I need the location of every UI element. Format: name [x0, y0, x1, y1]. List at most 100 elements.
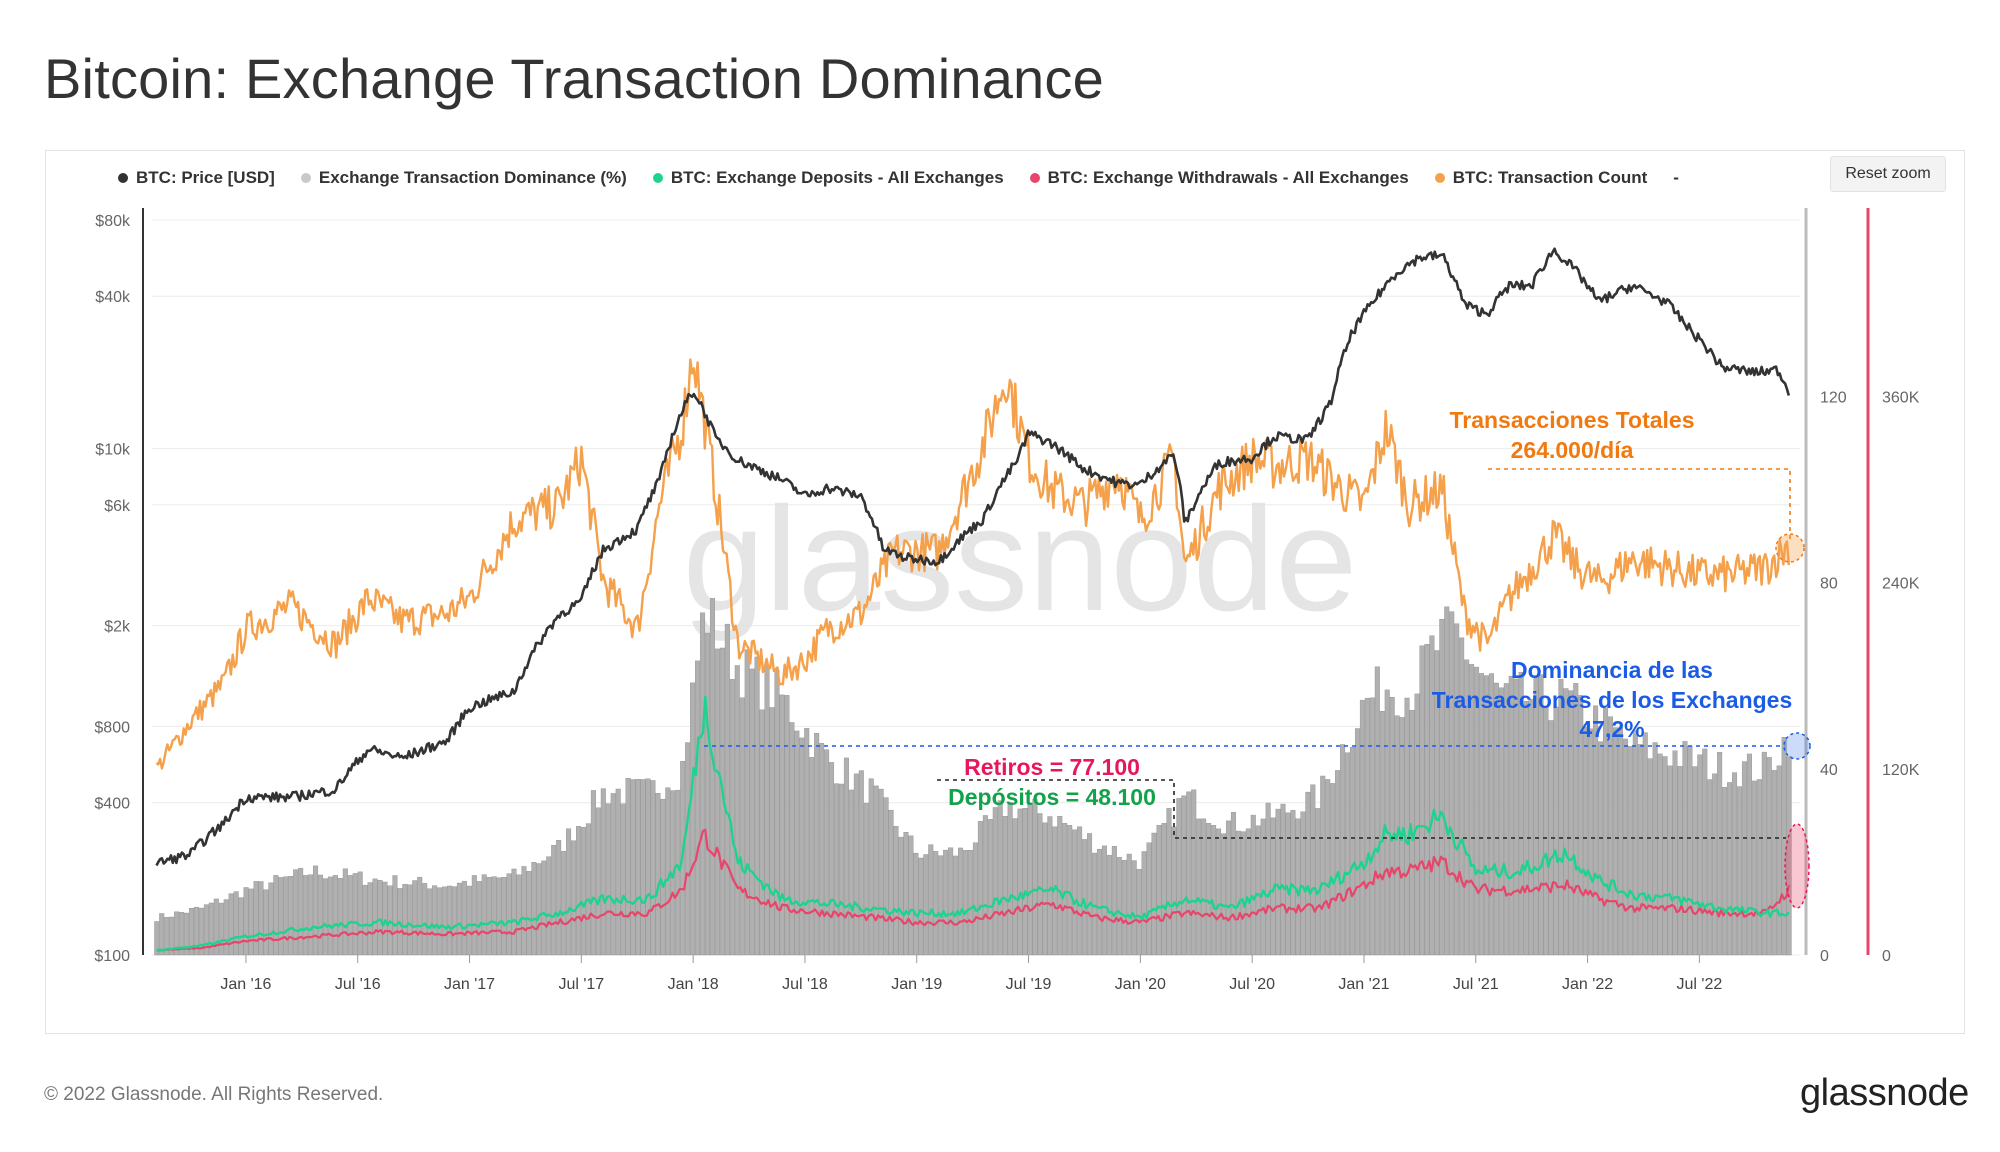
dominance-bar — [1508, 675, 1514, 956]
dominance-bar — [709, 597, 715, 956]
dominance-bar — [1325, 779, 1331, 956]
deposits-line — [156, 695, 1790, 952]
dominance-bar — [933, 851, 939, 956]
dominance-bar — [1707, 779, 1713, 956]
dominance-bar — [392, 875, 398, 956]
dominance-bar — [293, 869, 299, 956]
dominance-bar — [873, 785, 879, 956]
dominance-bar — [471, 875, 477, 956]
dominance-bar — [997, 800, 1003, 956]
dominance-bar — [1235, 830, 1241, 956]
legend-item-dominance[interactable]: Exchange Transaction Dominance (%) — [300, 168, 627, 188]
dominance-bar — [1617, 727, 1623, 956]
dominance-bar — [313, 865, 319, 956]
legend-dot-icon — [652, 173, 663, 183]
x-tick-label: Jul '21 — [1453, 976, 1499, 993]
legend-item-tx-count[interactable]: BTC: Transaction Count — [1434, 168, 1647, 188]
legend-label: BTC: Exchange Withdrawals - All Exchange… — [1047, 168, 1409, 187]
dominance-bar — [1116, 857, 1122, 956]
dominance-bar — [1608, 716, 1614, 956]
dominance-bar — [417, 876, 423, 956]
dominance-bar — [1652, 742, 1658, 956]
dominance-bar — [789, 722, 795, 956]
dominance-bar — [898, 836, 904, 956]
dominance-bar — [1697, 754, 1703, 956]
legend-item-deposits[interactable]: BTC: Exchange Deposits - All Exchanges — [652, 168, 1004, 188]
dominance-bar — [610, 793, 616, 956]
dominance-bar — [367, 882, 373, 956]
dominance-bar — [164, 917, 170, 956]
x-tick-label: Jul '20 — [1229, 976, 1275, 993]
dominance-bar — [169, 916, 175, 956]
legend-item-withdrawals[interactable]: BTC: Exchange Withdrawals - All Exchange… — [1029, 168, 1409, 188]
x-tick-label: Jan '16 — [220, 976, 271, 993]
dominance-bar — [620, 803, 626, 956]
dominance-bar — [967, 850, 973, 956]
legend-label: Exchange Transaction Dominance (%) — [318, 168, 627, 187]
legend-item-extra[interactable]: - — [1673, 168, 1679, 188]
dominance-bar — [283, 876, 289, 956]
x-tick-label: Jan '20 — [1115, 976, 1166, 993]
dominance-bar — [1598, 741, 1604, 956]
dominance-bar — [278, 877, 284, 956]
dominance-bar — [1434, 650, 1440, 956]
dominance-bar — [1042, 822, 1048, 956]
dominance-bar — [1727, 782, 1733, 956]
dominance-bar — [243, 887, 249, 956]
dominance-bar — [1354, 728, 1360, 956]
dominance-bar — [1087, 833, 1093, 956]
dominance-bar — [853, 773, 859, 956]
y-mid-tick-label: 40 — [1820, 762, 1838, 779]
reset-zoom-button[interactable]: Reset zoom — [1830, 156, 1946, 192]
dominance-bar — [1265, 802, 1271, 956]
dominance-bar — [159, 913, 165, 956]
dominance-bar — [407, 884, 413, 956]
dominance-bar — [1786, 756, 1792, 956]
dominance-bar — [888, 809, 894, 956]
dominance-bar — [208, 902, 214, 956]
dominance-bar — [1121, 860, 1127, 956]
dominance-bar — [1712, 773, 1718, 956]
dominance-bar — [1667, 765, 1673, 956]
dominance-bar — [1335, 770, 1341, 956]
dominance-bar — [1260, 818, 1266, 956]
dominance-bar — [913, 852, 919, 956]
dominance-bar — [189, 908, 195, 956]
dominance-bar — [908, 835, 914, 956]
dominance-bar — [1424, 644, 1430, 956]
dominance-bar — [501, 877, 507, 956]
dominance-bar — [992, 807, 998, 956]
dominance-bar — [437, 887, 443, 956]
dominance-bar — [481, 874, 487, 956]
dominance-bar — [1469, 664, 1475, 956]
dominance-bar — [1404, 697, 1410, 956]
dominance-bar — [590, 790, 596, 956]
dominance-bar — [1067, 825, 1073, 956]
dominance-bar — [1702, 748, 1708, 956]
dominance-bar — [764, 665, 770, 956]
dominance-bar — [650, 780, 656, 956]
dominance-bar — [1374, 666, 1380, 956]
dominance-bar — [402, 883, 408, 956]
dominance-bar — [1657, 753, 1663, 956]
y-mid-tick-label: 80 — [1820, 576, 1838, 593]
x-tick-label: Jul '22 — [1677, 976, 1723, 993]
dominance-bar — [1141, 851, 1147, 956]
dominance-bar — [1672, 750, 1678, 956]
dominance-bar — [1359, 699, 1365, 956]
dominance-bar — [605, 803, 611, 956]
dominance-bar — [972, 842, 978, 956]
dominance-bar — [948, 847, 954, 956]
dominance-bar — [838, 783, 844, 956]
dominance-bar — [655, 793, 661, 956]
legend-item-price[interactable]: BTC: Price [USD] — [118, 168, 275, 188]
dominance-bar — [1092, 852, 1098, 956]
dominance-bar — [1732, 772, 1738, 956]
dominance-bar — [987, 819, 993, 956]
dominance-bar — [442, 886, 448, 956]
dominance-bar — [615, 788, 621, 956]
series-lines — [155, 247, 1791, 952]
dominance-bar — [953, 855, 959, 956]
dominance-bar — [1206, 823, 1212, 956]
dominance-bar — [273, 875, 279, 956]
